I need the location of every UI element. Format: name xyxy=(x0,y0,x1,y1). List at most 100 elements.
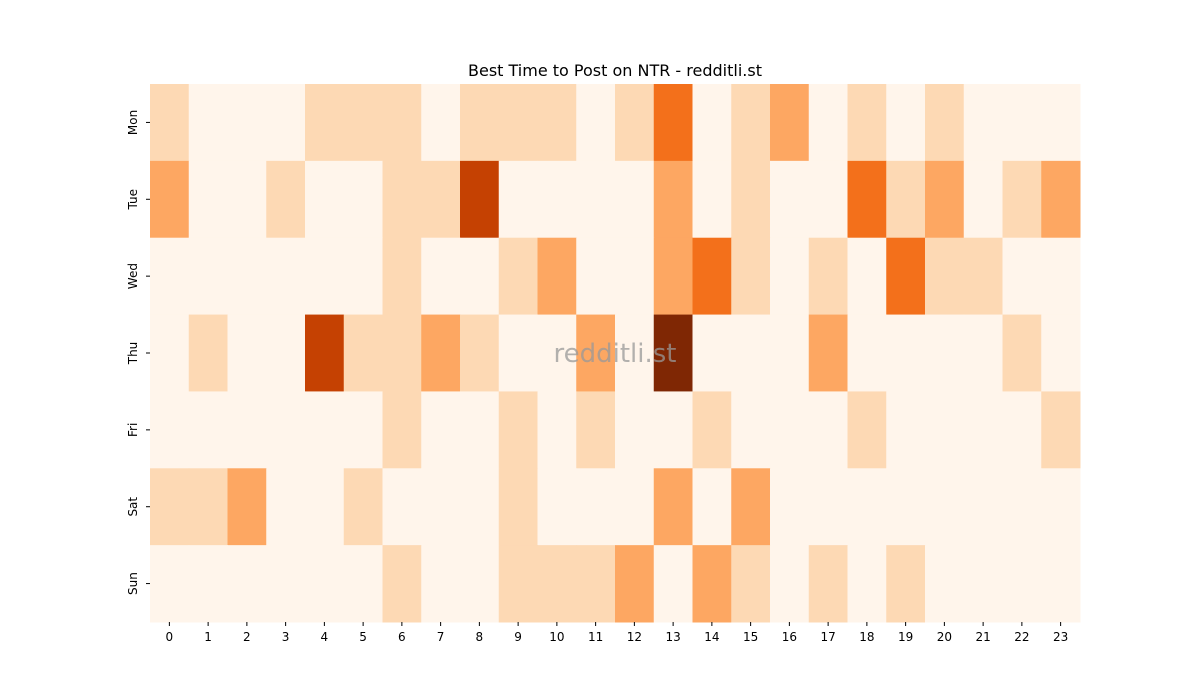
heat-cell xyxy=(886,468,926,546)
heat-cell xyxy=(925,84,965,162)
heat-cell xyxy=(653,468,693,546)
x-tick-label: 8 xyxy=(476,630,484,644)
heat-cell xyxy=(421,468,461,546)
heat-cell xyxy=(731,314,771,392)
heat-cell xyxy=(460,84,500,162)
heat-cell xyxy=(615,237,655,316)
heat-cell xyxy=(615,160,655,239)
x-tick-label: 7 xyxy=(437,630,445,644)
heat-cell xyxy=(1002,160,1042,239)
heat-cell xyxy=(963,468,1003,546)
y-tick-label: Wed xyxy=(126,263,140,289)
heat-cell xyxy=(266,545,306,623)
heat-cell xyxy=(886,84,926,162)
heat-cell xyxy=(847,314,887,392)
heat-cell xyxy=(305,468,345,546)
heat-cell xyxy=(925,237,965,316)
heat-cell xyxy=(1041,237,1081,316)
heat-cell xyxy=(343,545,383,623)
heat-cell xyxy=(266,160,306,239)
heat-cell xyxy=(847,391,887,469)
heat-cell xyxy=(498,237,538,316)
heat-cell xyxy=(1041,468,1081,546)
heat-cell xyxy=(770,84,810,162)
watermark: redditli.st xyxy=(554,339,677,369)
heat-cell xyxy=(343,314,383,392)
y-tick-label: Mon xyxy=(126,110,140,135)
heat-cell xyxy=(498,84,538,162)
heat-cell xyxy=(925,160,965,239)
heat-cell xyxy=(421,237,461,316)
heat-cell xyxy=(1041,314,1081,392)
heat-cell xyxy=(188,314,228,392)
heat-cell xyxy=(808,314,848,392)
heat-cell xyxy=(576,84,616,162)
heat-cell xyxy=(847,160,887,239)
heat-cell xyxy=(460,314,500,392)
heat-cell xyxy=(227,468,267,546)
heat-cell xyxy=(188,468,228,546)
heat-cell xyxy=(808,237,848,316)
heat-cell xyxy=(925,314,965,392)
heat-cell xyxy=(653,237,693,316)
y-tick-label: Sun xyxy=(126,572,140,595)
heat-cell xyxy=(460,391,500,469)
heat-cell xyxy=(150,391,190,469)
heat-cell xyxy=(150,545,190,623)
heat-cell xyxy=(537,314,577,392)
heat-cell xyxy=(576,545,616,623)
x-tick-label: 1 xyxy=(204,630,212,644)
heat-cell xyxy=(576,468,616,546)
heat-cell xyxy=(576,160,616,239)
x-tick-label: 21 xyxy=(975,630,990,644)
heat-cell xyxy=(537,391,577,469)
heat-cell xyxy=(460,468,500,546)
heat-cell xyxy=(460,160,500,239)
heat-cell xyxy=(305,314,345,392)
x-tick-label: 17 xyxy=(820,630,835,644)
heat-cell xyxy=(150,237,190,316)
heat-cell xyxy=(266,237,306,316)
heat-cell xyxy=(421,314,461,392)
heat-cell xyxy=(886,160,926,239)
x-tick-label: 20 xyxy=(937,630,952,644)
heat-cell xyxy=(653,160,693,239)
heat-cell xyxy=(305,160,345,239)
heat-cell xyxy=(266,468,306,546)
heat-cell xyxy=(1002,314,1042,392)
heat-cell xyxy=(925,468,965,546)
x-tick-label: 15 xyxy=(743,630,758,644)
heat-cell xyxy=(1002,237,1042,316)
heat-cell xyxy=(692,84,732,162)
heat-cell xyxy=(576,237,616,316)
heat-cell xyxy=(1041,84,1081,162)
heat-cell xyxy=(537,84,577,162)
heat-cell xyxy=(227,391,267,469)
heat-cell xyxy=(382,468,422,546)
chart-title: Best Time to Post on NTR - redditli.st xyxy=(468,61,762,80)
heat-cell xyxy=(1041,160,1081,239)
heat-cell xyxy=(498,468,538,546)
heat-cell xyxy=(770,237,810,316)
heat-cell xyxy=(421,84,461,162)
heat-cell xyxy=(692,391,732,469)
heat-cell xyxy=(498,391,538,469)
heat-cell xyxy=(305,391,345,469)
heat-cell xyxy=(576,391,616,469)
y-tick-label: Fri xyxy=(126,423,140,437)
heat-cell xyxy=(925,545,965,623)
heat-cell xyxy=(537,468,577,546)
heat-cell xyxy=(498,160,538,239)
heat-cell xyxy=(963,84,1003,162)
heat-cell xyxy=(963,237,1003,316)
heat-cell xyxy=(653,545,693,623)
heat-cell xyxy=(808,545,848,623)
heat-cell xyxy=(615,84,655,162)
heat-cell xyxy=(963,545,1003,623)
heat-cell xyxy=(1041,391,1081,469)
heat-cell xyxy=(150,84,190,162)
x-tick-label: 16 xyxy=(782,630,797,644)
heat-cell xyxy=(808,84,848,162)
heat-cell xyxy=(886,391,926,469)
heat-cell xyxy=(692,545,732,623)
